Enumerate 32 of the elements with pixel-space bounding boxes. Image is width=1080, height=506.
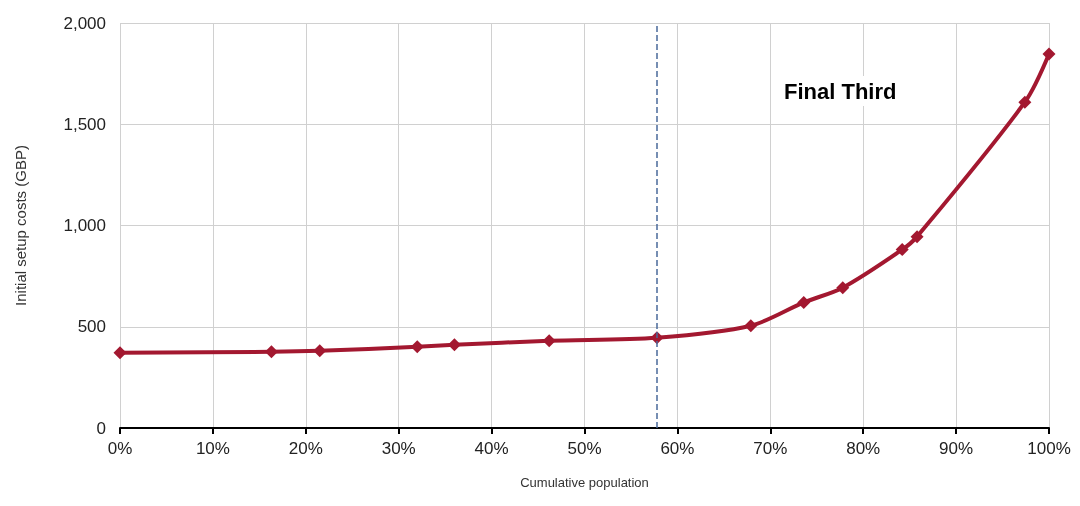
point (410, 340, 424, 354)
annotation: Final Third (784, 78, 897, 104)
point (264, 345, 278, 359)
point (895, 243, 909, 257)
point (836, 281, 850, 295)
x-axis-title: Cumulative population (520, 475, 649, 490)
point (313, 344, 327, 358)
y-tick-label: 500 (77, 317, 106, 337)
x-tick-label: 40% (474, 439, 509, 458)
point (910, 230, 924, 244)
x-tick-label: 50% (567, 439, 602, 458)
x-tick-label: 60% (660, 439, 695, 458)
point (1042, 47, 1056, 61)
point (447, 338, 461, 352)
point (542, 334, 556, 348)
point (744, 319, 758, 333)
point (797, 295, 811, 309)
y-axis-title: Initial setup costs (GBP) (12, 145, 29, 306)
x-tick-label: 30% (381, 439, 416, 458)
x-tick-label: 80% (846, 439, 881, 458)
y-tick-label: 1,500 (63, 114, 106, 134)
y-tick-label: 0 (96, 418, 106, 438)
x-tick-label: 20% (288, 439, 323, 458)
x-tick-label: 10% (195, 439, 230, 458)
y-tick-label: 1,000 (63, 216, 106, 235)
x-tick-label: 0% (107, 439, 133, 458)
x-tick-label: 100% (1027, 439, 1071, 458)
x-tick-label: 70% (753, 439, 788, 458)
point (1018, 95, 1032, 109)
y-tick-label: 2,000 (63, 13, 106, 33)
point (113, 346, 127, 360)
x-tick-label: 90% (939, 439, 974, 458)
